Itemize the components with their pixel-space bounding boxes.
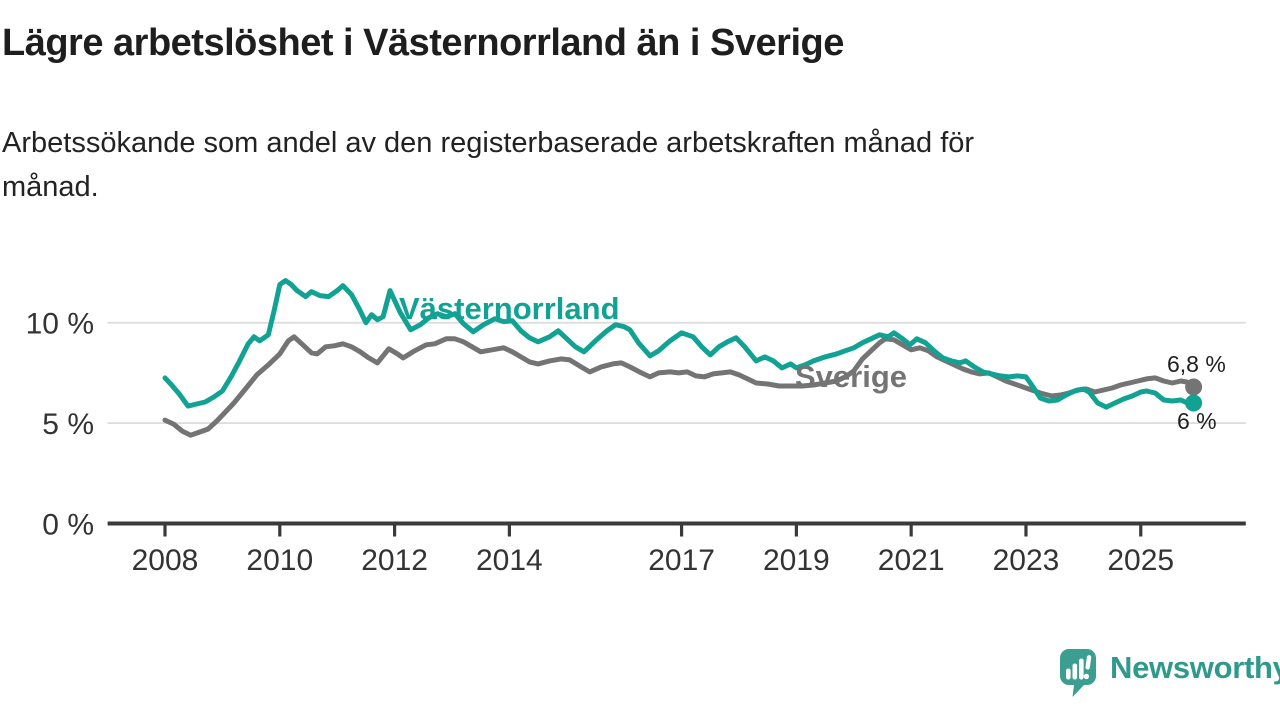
logo-bar-3	[1079, 658, 1084, 680]
y-axis-tick-label-0: 0 %	[42, 509, 94, 542]
page-title: Lägre arbetslöshet i Västernorrland än i…	[2, 22, 844, 64]
x-axis-tick-label-2010: 2010	[246, 544, 313, 577]
x-axis-tick-label-2019: 2019	[763, 544, 830, 577]
chart-subtitle: Arbetssökande som andel av den registerb…	[2, 121, 974, 209]
newsworthy-logo: Newsworthy	[1059, 649, 1280, 698]
series-end-dot-vasternorrland	[1185, 394, 1203, 412]
logo-bar-1	[1066, 668, 1071, 680]
y-axis-tick-label-5: 5 %	[42, 408, 94, 441]
x-axis-tick-label-2023: 2023	[993, 544, 1060, 577]
series-end-dot-sverige	[1185, 378, 1203, 396]
series-line-vasternorrland	[162, 278, 1197, 410]
x-axis-tick-label-2021: 2021	[878, 544, 945, 577]
newsworthy-logo-icon	[1060, 649, 1096, 697]
logo-exclamation-line	[1085, 655, 1092, 670]
x-axis-tick-label-2008: 2008	[132, 544, 199, 577]
logo-exclamation-dot	[1083, 673, 1090, 680]
series-label-sverige: Sverige	[795, 359, 907, 394]
end-value-label-vasternorrland: 6 %	[1177, 408, 1217, 434]
subtitle-line-2: månad.	[2, 171, 99, 203]
logo-exclamation	[1083, 655, 1092, 680]
logo-bar-2	[1072, 663, 1078, 680]
x-axis-tick-label-2025: 2025	[1107, 544, 1174, 577]
x-axis-tick-label-2017: 2017	[648, 544, 715, 577]
series-label-vasternorrland: Västernorrland	[399, 291, 620, 326]
end-value-label-sverige: 6,8 %	[1167, 351, 1226, 377]
subtitle-line-1: Arbetssökande som andel av den registerb…	[2, 127, 975, 159]
series-line-sverige	[162, 334, 1197, 438]
x-axis-tick-label-2014: 2014	[476, 544, 543, 577]
x-axis-tick-label-2012: 2012	[361, 544, 428, 577]
newsworthy-logo-text: Newsworthy	[1110, 650, 1280, 685]
y-axis-tick-label-10: 10 %	[26, 308, 94, 341]
